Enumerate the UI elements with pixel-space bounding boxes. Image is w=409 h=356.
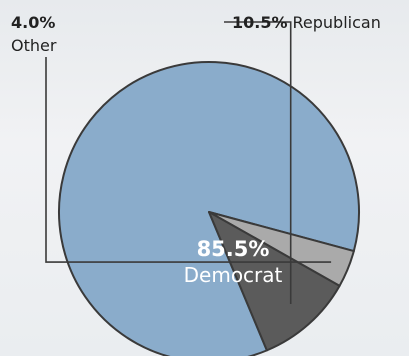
pie-slices <box>58 61 360 356</box>
pie-slice-democrat <box>58 61 360 356</box>
democrat-percent-label: 85.5% <box>197 237 270 261</box>
leader-lines <box>45 21 332 304</box>
republican-percent-label: 10.5% <box>232 13 288 32</box>
republican-label: 10.5% Republican <box>232 13 381 32</box>
other-percent-label: 4.0% <box>11 13 55 32</box>
republican-name-label: Republican <box>293 13 381 32</box>
other-leader-line <box>45 57 332 263</box>
pie-slice-republican <box>208 211 341 352</box>
other-name-label: Other <box>11 36 57 55</box>
republican-leader-line <box>224 21 292 304</box>
democrat-name-label: Democrat <box>184 263 283 287</box>
